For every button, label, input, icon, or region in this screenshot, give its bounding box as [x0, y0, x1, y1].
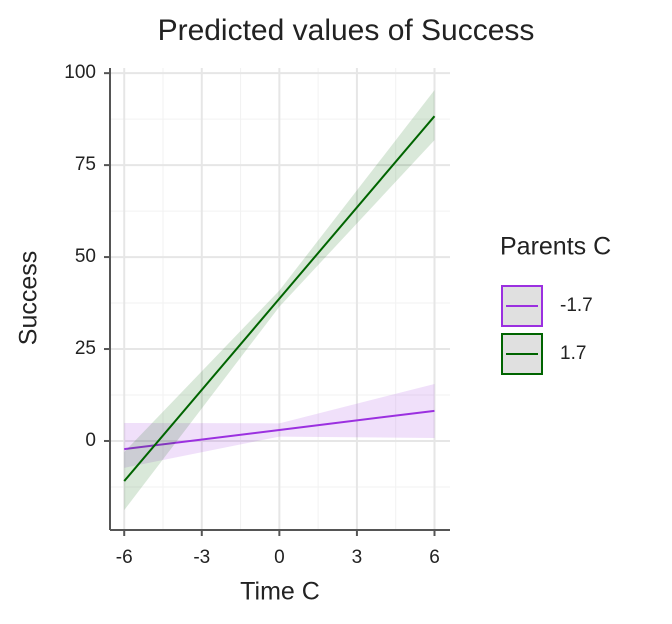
y-tick-label: 100 [64, 62, 96, 83]
x-tick-label: 3 [352, 547, 363, 568]
y-tick-label: 50 [75, 246, 96, 267]
line [123, 115, 436, 482]
x-tick-label: 0 [274, 547, 285, 568]
legend-title: Parents C [500, 233, 611, 261]
x-tick-label: -6 [116, 547, 133, 568]
y-axis-label: Success [15, 251, 43, 345]
legend-label: 1.7 [560, 343, 586, 364]
y-tick-label: 25 [75, 338, 96, 359]
x-tick-label: -3 [193, 547, 210, 568]
chart-title: Predicted values of Success [158, 14, 535, 47]
y-tick-label: 75 [75, 154, 96, 175]
x-tick-label: 6 [429, 547, 440, 568]
y-tick-label: 0 [85, 430, 96, 451]
confidence-band [124, 383, 435, 468]
x-axis-label: Time C [240, 578, 320, 606]
legend-label: -1.7 [560, 295, 593, 316]
line [124, 409, 435, 451]
